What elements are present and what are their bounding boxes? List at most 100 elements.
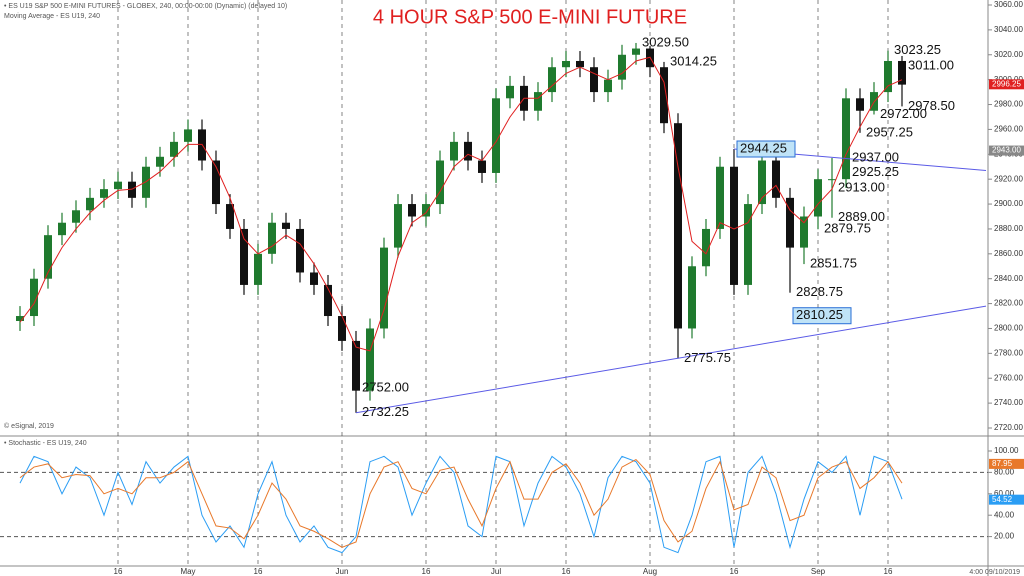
annotation: 3011.00 [908, 57, 954, 72]
candle-body [618, 54, 626, 80]
annotation: 2913.00 [838, 179, 885, 194]
x-tick-label: Aug [643, 567, 657, 576]
y-tick-label: 2720.00 [994, 423, 1023, 432]
price-tag-label: 2996.25 [992, 79, 1021, 88]
y-tick-label: 3040.00 [994, 25, 1023, 34]
annotation: 2828.75 [796, 284, 843, 299]
candle-body [534, 92, 542, 111]
x-tick-label: 16 [254, 567, 263, 576]
annotation: 2972.00 [880, 106, 927, 121]
candle-body [562, 60, 570, 68]
annotation: 2944.25 [740, 140, 787, 155]
lower-panel-title: • Stochastic - ES U19, 240 [4, 440, 87, 447]
candle-body [576, 60, 584, 68]
candle-body [44, 235, 52, 279]
stochastic-line [19, 458, 903, 548]
candle-body [548, 67, 556, 93]
candle-body [366, 328, 374, 391]
y-tick-label: 80.00 [994, 468, 1015, 477]
y-tick-label: 3000.00 [994, 75, 1023, 84]
annotation: 2925.25 [852, 164, 899, 179]
y-tick-label: 2980.00 [994, 100, 1023, 109]
candle-body [842, 98, 850, 180]
x-tick-label: Sep [811, 567, 826, 576]
annotation-box [736, 140, 796, 158]
candle-body [828, 179, 836, 181]
header-line: • ES U19 S&P 500 E-MINI FUTURES - GLOBEX… [4, 3, 287, 10]
annotation: 2851.75 [810, 256, 857, 271]
candle-body [660, 67, 668, 124]
stochastic-tag-label: 54.52 [992, 495, 1013, 504]
annotation: 2732.25 [362, 404, 409, 419]
candle-body [268, 222, 276, 254]
credit: © eSignal, 2019 [4, 422, 54, 430]
candle-body [128, 181, 136, 198]
candle-body [744, 204, 752, 285]
candle-body [730, 166, 738, 285]
candle-body [506, 85, 514, 99]
candle-body [58, 222, 66, 236]
stochastic-tag [989, 458, 1024, 469]
annotation: 2889.00 [838, 209, 885, 224]
x-tick-label: 16 [422, 567, 431, 576]
candle-body [16, 316, 24, 322]
y-tick-label: 2820.00 [994, 299, 1023, 308]
candle-body [702, 228, 710, 267]
candle-body [814, 179, 822, 217]
candle-body [464, 141, 472, 161]
candle-body [758, 160, 766, 205]
candle-body [800, 216, 808, 248]
candle-body [898, 60, 906, 85]
candle-body [604, 79, 612, 93]
price-tag [989, 79, 1024, 90]
footer-date: 4:00 09/10/2019 [969, 569, 1020, 576]
candle-body [492, 98, 500, 173]
candle-body [884, 60, 892, 93]
candle-body [772, 160, 780, 198]
candle-body [716, 166, 724, 229]
candle-body [212, 160, 220, 205]
x-tick-label: Jul [491, 567, 501, 576]
candle-body [254, 253, 262, 285]
y-tick-label: 100.00 [994, 446, 1019, 455]
candle-body [674, 123, 682, 329]
annotation: 2937.00 [852, 149, 899, 164]
stochastic-tag-label: 87.95 [992, 459, 1013, 468]
candle-body [184, 129, 192, 142]
candle-body [450, 141, 458, 161]
candle-body [478, 160, 486, 173]
y-tick-label: 2840.00 [994, 274, 1023, 283]
y-tick-label: 2860.00 [994, 249, 1023, 258]
y-tick-label: 40.00 [994, 510, 1015, 519]
annotation: 2752.00 [362, 380, 409, 395]
candle-body [170, 141, 178, 157]
stochastic-tag [989, 494, 1024, 505]
candle-body [156, 156, 164, 167]
candle-body [296, 228, 304, 273]
annotation: 3029.50 [642, 34, 689, 49]
x-tick-label: Jun [336, 567, 349, 576]
header-line: Moving Average - ES U19, 240 [4, 13, 100, 20]
candle-body [100, 189, 108, 198]
annotation: 2879.75 [824, 221, 871, 236]
y-tick-label: 2780.00 [994, 348, 1023, 357]
annotation: 3014.25 [670, 53, 717, 68]
candle-body [226, 204, 234, 229]
candle-body [856, 98, 864, 111]
y-tick-label: 2760.00 [994, 373, 1023, 382]
y-tick-label: 2920.00 [994, 174, 1023, 183]
annotation: 2957.25 [866, 124, 913, 139]
annotation: 2978.50 [908, 98, 955, 113]
candle-body [632, 48, 640, 55]
x-tick-label: 16 [730, 567, 739, 576]
candle-body [590, 67, 598, 93]
x-tick-label: 16 [114, 567, 123, 576]
candle-body [240, 228, 248, 285]
candle-body [72, 210, 80, 223]
annotation: 3023.25 [894, 42, 941, 57]
y-tick-label: 2900.00 [994, 199, 1023, 208]
candle-body [422, 204, 430, 217]
candle-body [338, 316, 346, 341]
candle-body [114, 181, 122, 190]
